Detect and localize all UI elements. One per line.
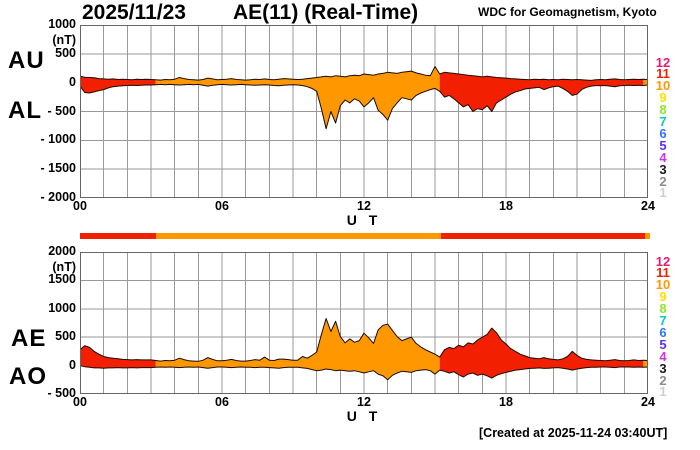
legend-level-12: 12 [655, 54, 671, 70]
legend-level-3: 3 [659, 161, 667, 177]
ae-series-label: AE [11, 325, 47, 352]
y-tick-label: - 1000 [40, 132, 76, 147]
x-axis-label: U T [346, 212, 382, 228]
legend-level-6: 6 [659, 125, 667, 141]
legend-level-1: 1 [659, 384, 667, 400]
y-tick-label: 1000 [48, 17, 76, 31]
x-tick-label: 06 [215, 199, 229, 213]
y-tick-label: - 2000 [40, 190, 76, 204]
x-tick-label: 06 [215, 395, 229, 409]
ae-ao-chart [80, 252, 648, 394]
ao-series-label: AO [9, 363, 47, 390]
series-fill [80, 318, 648, 380]
legend-level-9: 9 [659, 90, 667, 106]
grid-lines [80, 25, 648, 198]
y-tick-label: - 1500 [40, 161, 76, 176]
y-tick-label: - 500 [47, 103, 77, 118]
au-al-chart [80, 25, 648, 198]
data-source-label: WDC for Geomagnetism, Kyoto [478, 5, 657, 19]
created-timestamp: [Created at 2025-11-24 03:40UT] [479, 426, 668, 440]
legend-level-6: 6 [659, 324, 667, 340]
y-tick-label: 1500 [48, 272, 76, 287]
series-fill [80, 66, 648, 129]
legend-level-11: 11 [656, 265, 670, 281]
lower-envelope-line [80, 83, 648, 130]
activity-bar-segment [156, 233, 441, 239]
legend-level-5: 5 [659, 137, 667, 153]
legend-level-3: 3 [659, 360, 667, 376]
activity-bar-segment [441, 233, 646, 239]
legend-level-10: 10 [655, 277, 671, 293]
x-tick-label: 00 [73, 199, 87, 213]
y-axis-unit: (nT) [52, 260, 76, 274]
legend-level-4: 4 [659, 149, 667, 165]
y-tick-label: 500 [55, 329, 76, 344]
activity-level-bar [80, 233, 650, 239]
y-tick-label: 0 [69, 74, 76, 89]
legend-level-2: 2 [659, 173, 667, 189]
activity-bar-segment [645, 233, 650, 239]
x-tick-label: 18 [499, 199, 513, 213]
plot-date: 2025/11/23 [82, 1, 186, 24]
y-tick-label: 1000 [48, 300, 76, 315]
x-tick-label: 24 [641, 199, 655, 213]
y-tick-label: 0 [69, 357, 76, 372]
y-tick-label: 500 [55, 45, 76, 60]
y-axis-unit: (nT) [52, 33, 76, 47]
legend-level-10: 10 [655, 78, 671, 94]
x-axis-label: U T [346, 408, 382, 424]
legend-level-4: 4 [659, 348, 667, 364]
legend-level-2: 2 [659, 372, 667, 388]
legend-level-1: 1 [659, 185, 667, 201]
x-tick-label: 12 [357, 199, 371, 213]
au-series-label: AU [8, 47, 45, 74]
legend-level-8: 8 [659, 301, 667, 317]
y-tick-label: - 500 [47, 386, 77, 400]
legend-level-11: 11 [656, 66, 670, 82]
legend-level-7: 7 [659, 313, 667, 328]
upper-envelope-line [80, 318, 648, 362]
legend-level-12: 12 [655, 253, 671, 269]
al-series-label: AL [8, 97, 42, 124]
lower-envelope-line [80, 365, 648, 381]
legend-level-8: 8 [659, 102, 667, 118]
legend-level-5: 5 [659, 336, 667, 352]
upper-envelope-line [80, 66, 648, 81]
x-tick-label: 12 [357, 395, 371, 409]
plot-frame [80, 252, 648, 394]
y-tick-label: 2000 [48, 244, 76, 258]
x-tick-label: 24 [641, 395, 655, 409]
plot-title: AE(11) (Real-Time) [233, 1, 419, 24]
legend-level-9: 9 [659, 289, 667, 305]
legend-level-7: 7 [659, 114, 667, 129]
plot-frame [80, 25, 648, 198]
x-tick-label: 18 [499, 395, 513, 409]
x-tick-label: 00 [73, 395, 87, 409]
activity-bar-segment [80, 233, 156, 239]
